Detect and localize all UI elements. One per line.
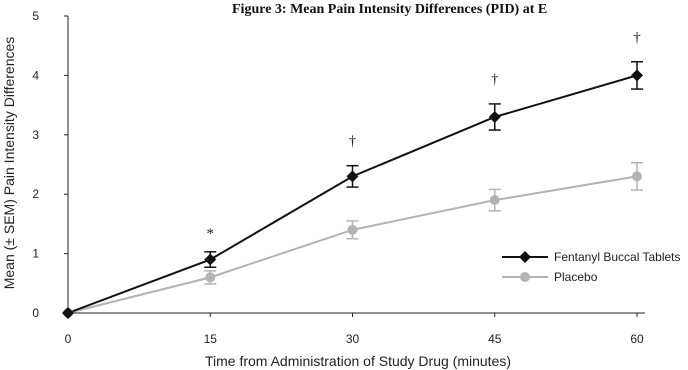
y-tick-label: 3 — [32, 128, 39, 142]
series-markers — [62, 69, 643, 319]
data-point — [204, 253, 217, 266]
x-tick-label: 15 — [204, 332, 218, 346]
significance-marker: † — [633, 30, 641, 46]
y-tick-label: 2 — [32, 187, 39, 201]
legend: Fentanyl Buccal Tablets Placebo — [502, 250, 681, 284]
y-tick-label: 5 — [32, 9, 39, 23]
data-point — [205, 272, 216, 283]
significance-marker: † — [349, 134, 357, 150]
y-tick-label: 1 — [32, 247, 39, 261]
x-tick-label: 45 — [488, 332, 502, 346]
data-point — [347, 224, 358, 235]
data-point — [62, 307, 74, 319]
x-axis-label: Time from Administration of Study Drug (… — [205, 353, 511, 369]
significance-marker: † — [491, 71, 499, 87]
x-tick-label: 30 — [346, 332, 360, 346]
y-tick-label: 0 — [32, 306, 39, 320]
series-lines — [67, 74, 638, 314]
data-point — [346, 170, 359, 183]
significance-annotations: * † † † — [207, 30, 642, 242]
y-tick-label: 4 — [32, 68, 39, 82]
significance-marker: * — [207, 226, 215, 242]
x-tick-label: 0 — [65, 332, 72, 346]
series-line — [67, 175, 638, 314]
legend-label: Fentanyl Buccal Tablets — [554, 250, 681, 264]
chart-title: Figure 3: Mean Pain Intensity Difference… — [232, 2, 547, 17]
series-line — [67, 74, 638, 314]
data-point — [488, 110, 501, 123]
x-tick-label: 60 — [630, 332, 644, 346]
legend-marker — [519, 251, 531, 263]
data-point — [489, 195, 500, 206]
y-axis-label: Mean (± SEM) Pain Intensity Differences — [1, 37, 17, 290]
data-point — [632, 171, 642, 182]
legend-label: Placebo — [554, 270, 598, 284]
legend-marker — [520, 272, 530, 282]
data-point — [631, 69, 643, 82]
